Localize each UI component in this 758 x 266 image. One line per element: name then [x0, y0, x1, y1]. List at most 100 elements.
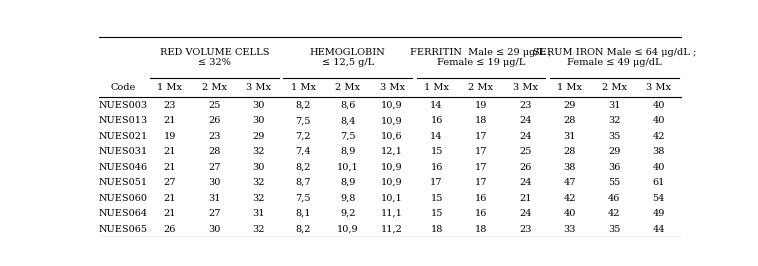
Text: 12,1: 12,1 — [381, 147, 403, 156]
Text: 24: 24 — [519, 178, 531, 187]
Text: 8,1: 8,1 — [296, 209, 311, 218]
Text: 26: 26 — [519, 163, 531, 172]
Text: 29: 29 — [608, 147, 621, 156]
Text: 32: 32 — [252, 147, 265, 156]
Text: 36: 36 — [608, 163, 621, 172]
Text: 30: 30 — [208, 178, 221, 187]
Text: 27: 27 — [208, 209, 221, 218]
Text: 23: 23 — [519, 225, 531, 234]
Text: 31: 31 — [608, 101, 621, 110]
Text: 26: 26 — [164, 225, 176, 234]
Text: 23: 23 — [519, 101, 531, 110]
Text: 11,1: 11,1 — [381, 209, 403, 218]
Text: 46: 46 — [608, 194, 621, 202]
Text: 18: 18 — [475, 225, 487, 234]
Text: 2 Mx: 2 Mx — [335, 83, 360, 92]
Text: NUES060: NUES060 — [99, 194, 148, 202]
Text: 3 Mx: 3 Mx — [380, 83, 405, 92]
Text: NUES003: NUES003 — [99, 101, 148, 110]
Text: 11,2: 11,2 — [381, 225, 403, 234]
Text: 7,5: 7,5 — [296, 194, 311, 202]
Text: 21: 21 — [164, 147, 176, 156]
Text: 17: 17 — [475, 163, 487, 172]
Text: 8,9: 8,9 — [340, 178, 356, 187]
Text: 8,6: 8,6 — [340, 101, 356, 110]
Text: 8,2: 8,2 — [296, 163, 311, 172]
Text: 1 Mx: 1 Mx — [424, 83, 449, 92]
Text: 40: 40 — [653, 163, 665, 172]
Text: 10,9: 10,9 — [381, 163, 403, 172]
Text: 8,7: 8,7 — [296, 178, 311, 187]
Text: 25: 25 — [519, 147, 531, 156]
Text: 40: 40 — [653, 101, 665, 110]
Text: 15: 15 — [431, 209, 443, 218]
Text: 1 Mx: 1 Mx — [557, 83, 582, 92]
Text: NUES021: NUES021 — [99, 132, 148, 141]
Text: 17: 17 — [431, 178, 443, 187]
Text: 10,1: 10,1 — [337, 163, 359, 172]
Text: 40: 40 — [653, 116, 665, 125]
Text: 32: 32 — [252, 178, 265, 187]
Text: 61: 61 — [653, 178, 665, 187]
Text: 21: 21 — [164, 194, 176, 202]
Text: 3 Mx: 3 Mx — [647, 83, 672, 92]
Text: 8,2: 8,2 — [296, 225, 311, 234]
Text: 28: 28 — [564, 147, 576, 156]
Text: 42: 42 — [653, 132, 665, 141]
Text: 18: 18 — [431, 225, 443, 234]
Text: 25: 25 — [208, 101, 221, 110]
Text: 2 Mx: 2 Mx — [468, 83, 493, 92]
Text: 55: 55 — [608, 178, 621, 187]
Text: 15: 15 — [431, 194, 443, 202]
Text: NUES013: NUES013 — [99, 116, 148, 125]
Text: 40: 40 — [564, 209, 576, 218]
Text: 10,9: 10,9 — [337, 225, 359, 234]
Text: 7,2: 7,2 — [296, 132, 311, 141]
Text: 18: 18 — [475, 116, 487, 125]
Text: HEMOGLOBIN
≤ 12,5 g/L: HEMOGLOBIN ≤ 12,5 g/L — [310, 48, 386, 67]
Text: 30: 30 — [252, 116, 265, 125]
Text: 21: 21 — [519, 194, 531, 202]
Text: 10,6: 10,6 — [381, 132, 403, 141]
Text: 54: 54 — [653, 194, 665, 202]
Text: 19: 19 — [475, 101, 487, 110]
Text: 3 Mx: 3 Mx — [246, 83, 271, 92]
Text: RED VOLUME CELLS
≤ 32%: RED VOLUME CELLS ≤ 32% — [159, 48, 269, 67]
Text: 16: 16 — [475, 209, 487, 218]
Text: 10,9: 10,9 — [381, 178, 403, 187]
Text: 2 Mx: 2 Mx — [202, 83, 227, 92]
Text: 21: 21 — [164, 116, 176, 125]
Text: 8,9: 8,9 — [340, 147, 356, 156]
Text: 32: 32 — [608, 116, 621, 125]
Text: 27: 27 — [164, 178, 176, 187]
Text: 30: 30 — [208, 225, 221, 234]
Text: 8,4: 8,4 — [340, 116, 356, 125]
Text: 31: 31 — [564, 132, 576, 141]
Text: 16: 16 — [475, 194, 487, 202]
Text: NUES065: NUES065 — [99, 225, 148, 234]
Text: 30: 30 — [252, 163, 265, 172]
Text: 1 Mx: 1 Mx — [158, 83, 183, 92]
Text: 47: 47 — [564, 178, 576, 187]
Text: 17: 17 — [475, 178, 487, 187]
Text: 23: 23 — [208, 132, 221, 141]
Text: 38: 38 — [653, 147, 665, 156]
Text: 28: 28 — [208, 147, 221, 156]
Text: FERRITIN  Male ≤ 29 μg/L ;
Female ≤ 19 μg/L: FERRITIN Male ≤ 29 μg/L ; Female ≤ 19 μg… — [410, 48, 552, 67]
Text: 28: 28 — [564, 116, 576, 125]
Text: 3 Mx: 3 Mx — [513, 83, 538, 92]
Text: 26: 26 — [208, 116, 221, 125]
Text: 27: 27 — [208, 163, 221, 172]
Text: 42: 42 — [564, 194, 576, 202]
Text: 24: 24 — [519, 209, 531, 218]
Text: 49: 49 — [653, 209, 665, 218]
Text: 35: 35 — [608, 132, 621, 141]
Text: 31: 31 — [252, 209, 265, 218]
Text: 32: 32 — [252, 194, 265, 202]
Text: 14: 14 — [431, 132, 443, 141]
Text: 35: 35 — [608, 225, 621, 234]
Text: 44: 44 — [653, 225, 665, 234]
Text: 38: 38 — [564, 163, 576, 172]
Text: 30: 30 — [252, 101, 265, 110]
Text: 2 Mx: 2 Mx — [602, 83, 627, 92]
